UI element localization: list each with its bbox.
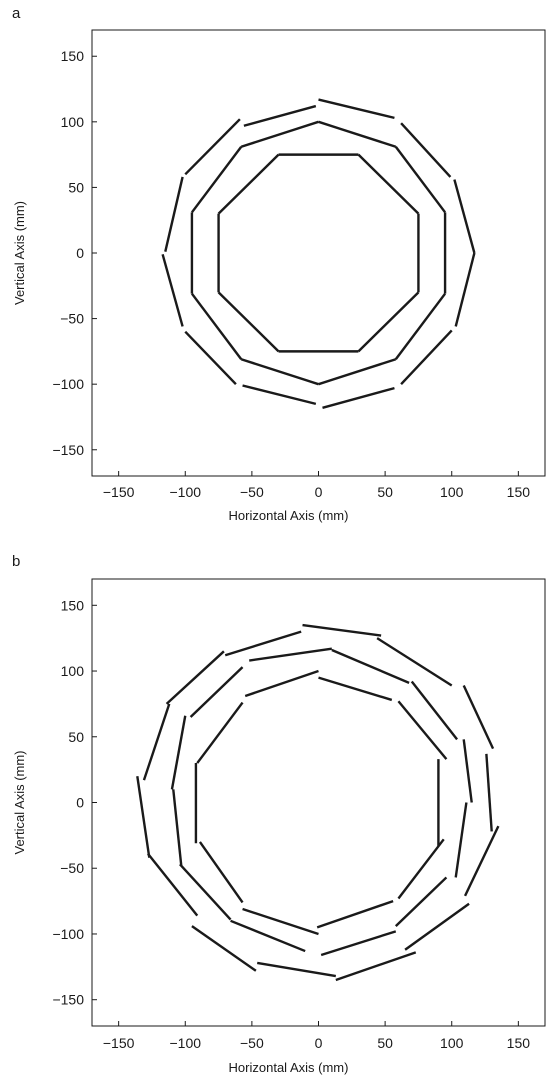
segment-line — [318, 98, 395, 120]
segment-line — [404, 902, 470, 951]
segment-line — [165, 650, 225, 705]
segment-line — [161, 253, 184, 327]
segment-line — [400, 122, 452, 178]
segment-line — [320, 930, 397, 957]
y-tick-label: 50 — [68, 179, 84, 195]
segment-line — [394, 292, 447, 360]
x-tick-label: 0 — [315, 484, 323, 500]
segment-line — [453, 179, 476, 254]
y-tick-label: 100 — [61, 663, 85, 679]
y-axis-label: Vertical Axis (mm) — [12, 750, 27, 854]
x-axis-label: Horizontal Axis (mm) — [229, 1060, 349, 1075]
panel-b: b −150 −100 −50 0 50 100 150 −150 −100 −50 0 50 100 15… — [12, 553, 546, 1075]
segment-line — [485, 753, 493, 832]
segment-line — [189, 666, 244, 718]
x-tick-label: −150 — [103, 1035, 135, 1051]
segment-line — [463, 825, 500, 897]
y-tick-label: 150 — [61, 597, 85, 613]
y-tick-label: 150 — [61, 48, 85, 64]
segment-line — [302, 623, 382, 637]
segment-line — [400, 329, 453, 385]
segment-line — [462, 739, 473, 803]
segment-line — [190, 146, 243, 214]
segment-line — [318, 120, 397, 148]
y-tick-label: −150 — [52, 442, 84, 458]
segment-line — [190, 292, 243, 360]
segment-line — [318, 676, 393, 702]
segment-line — [357, 153, 420, 215]
segment-line — [376, 637, 453, 687]
x-tick-label: 50 — [377, 484, 393, 500]
segment-line — [147, 853, 199, 917]
segment-line — [394, 876, 448, 927]
segment-line — [462, 684, 495, 750]
segment-line — [316, 899, 394, 929]
panel-a: a −150 −100 −50 0 50 100 150 −150 −100 −50 0 50 100 15… — [12, 5, 546, 523]
x-tick-label: 50 — [377, 1035, 393, 1051]
segment-line — [184, 118, 241, 176]
segment-line — [335, 951, 417, 982]
y-tick-label: −50 — [60, 311, 84, 327]
segment-line — [242, 384, 317, 406]
segment-line — [136, 776, 151, 858]
segment-line — [244, 669, 319, 698]
segment-line — [191, 925, 257, 972]
x-tick-label: 150 — [507, 484, 531, 500]
segment-line — [172, 789, 183, 866]
panel-label: a — [12, 5, 21, 22]
y-tick-label: 100 — [61, 114, 85, 130]
y-tick-label: −100 — [52, 926, 84, 942]
segment-line — [322, 386, 395, 409]
x-axis-label: Horizontal Axis (mm) — [229, 508, 349, 523]
segment-line — [394, 146, 447, 214]
segment-line — [184, 330, 237, 386]
segment-line — [230, 919, 306, 953]
y-tick-label: −100 — [52, 376, 84, 392]
segment-line — [217, 153, 280, 215]
segment-line — [196, 701, 244, 764]
x-tick-label: −100 — [169, 1035, 201, 1051]
segment-line — [164, 176, 184, 252]
segment-line — [249, 647, 332, 662]
segment-line — [357, 291, 420, 353]
y-tick-label: −150 — [52, 992, 84, 1008]
segment-line — [410, 680, 459, 741]
segment-line — [224, 630, 302, 657]
segment-line — [397, 700, 448, 760]
x-tick-label: −100 — [169, 484, 201, 500]
x-tick-label: −50 — [240, 1035, 264, 1051]
plot-frame — [91, 29, 546, 477]
segment-line — [217, 291, 280, 353]
segment-line — [397, 838, 445, 900]
segment-line — [454, 252, 476, 327]
segment-line — [240, 120, 319, 148]
segment-line — [243, 104, 317, 127]
x-tick-label: 100 — [440, 484, 464, 500]
y-tick-label: −50 — [60, 860, 84, 876]
segment-line — [257, 961, 337, 978]
segment-line — [198, 841, 244, 904]
y-tick-label: 50 — [68, 729, 84, 745]
panel-label: b — [12, 553, 20, 570]
x-tick-label: −150 — [103, 484, 135, 500]
segment-line — [179, 863, 232, 921]
x-tick-label: 100 — [440, 1035, 464, 1051]
y-tick-label: 0 — [76, 795, 84, 811]
segment-line — [331, 648, 410, 684]
x-tick-label: −50 — [240, 484, 264, 500]
x-tick-label: 150 — [507, 1035, 531, 1051]
segment-line — [240, 358, 319, 386]
x-tick-label: 0 — [315, 1035, 323, 1051]
y-tick-label: 0 — [76, 245, 84, 261]
plot-frame — [91, 578, 546, 1027]
segment-line — [318, 358, 397, 386]
segment-line — [242, 907, 319, 936]
segment-line — [142, 703, 171, 781]
y-axis-label: Vertical Axis (mm) — [12, 201, 27, 305]
segment-line — [454, 802, 468, 878]
segment-line — [170, 715, 187, 790]
